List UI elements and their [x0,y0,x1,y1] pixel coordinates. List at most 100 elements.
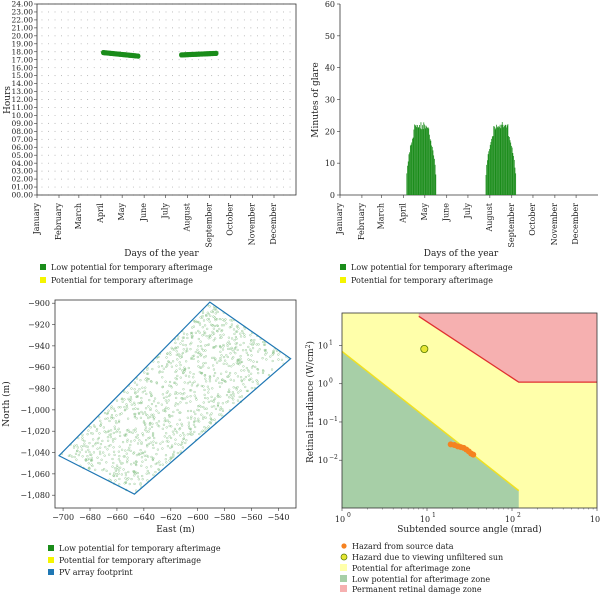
glare-point [214,344,218,348]
grid-dot [159,75,160,77]
grid-dot [139,154,141,156]
x-tick-label: −560 [241,513,263,522]
glare-point [181,432,185,435]
glare-point [157,411,160,414]
grid-dot [67,27,69,29]
glare-bar [510,142,512,195]
glare-point [133,439,136,442]
grid-dot [48,138,49,140]
glare-point [239,389,242,392]
glare-point [242,341,245,345]
glare-point [139,452,142,455]
grid-dot [256,75,258,77]
grid-dot [113,11,115,13]
glare-point [135,377,139,380]
grid-dot [172,67,173,69]
glare-point [111,457,114,461]
grid-dot [270,107,271,108]
grid-dot [237,178,239,180]
grid-dot [61,114,63,116]
grid-dot [152,27,154,29]
grid-dot [243,83,245,85]
grid-dot [224,130,226,132]
y-tick-exponent: 1 [329,340,333,347]
glare-bar [434,158,435,195]
grid-dot [159,67,160,69]
glare-bar [496,124,497,195]
glare-point [119,466,122,469]
grid-dot [119,138,121,140]
grid-dot [126,138,128,140]
grid-dot [191,91,193,92]
grid-dot [191,170,193,172]
glare-point [160,364,164,368]
glare-point [148,427,151,430]
grid-dot [198,83,200,85]
glare-point [177,403,180,406]
glare-point [250,372,253,375]
glare-point [123,455,126,458]
glare-bar [486,164,488,195]
glare-point [143,423,147,427]
glare-point [230,396,233,399]
grid-dot [283,178,284,180]
grid-dot [283,170,284,172]
glare-point [81,433,84,436]
glare-point [181,397,184,401]
y-tick-label: 12.00 [12,95,34,104]
grid-dot [113,19,115,21]
grid-dot [237,107,239,108]
grid-dot [230,59,232,61]
glare-point [228,390,231,394]
glare-point [114,437,117,440]
grid-dot [263,75,265,77]
y-tick-label: 16.00 [12,63,34,72]
grid-dot [152,146,154,148]
glare-point [179,376,182,379]
y-tick-label: 13.00 [12,87,34,96]
glare-point [92,451,96,454]
glare-point [245,366,249,370]
glare-bar [497,127,499,195]
grid-dot [172,83,173,85]
grid-dot [67,130,69,132]
grid-dot [185,83,187,85]
glare-point [176,451,179,455]
glare-bar [412,138,413,195]
glare-point [194,412,197,416]
glare-point [189,389,192,392]
grid-dot [41,178,43,180]
y-tick-label: −1,060 [20,470,50,479]
grid-dot [48,154,49,156]
grid-dot [224,138,226,140]
glare-point [166,445,170,448]
grid-dot [100,91,102,92]
grid-dot [198,154,200,156]
grid-dot [159,146,160,148]
grid-dot [243,35,245,37]
glare-point [209,422,213,425]
glare-point [175,347,178,350]
grid-dot [119,170,121,172]
glare-point [117,427,120,430]
grid-dot [276,107,278,108]
glare-point [132,470,135,473]
grid-dot [119,154,121,156]
grid-dot [119,122,121,124]
grid-dot [217,75,219,77]
glare-point [172,454,175,457]
grid-dot [270,51,271,53]
grid-dot [100,51,102,53]
x-tick-exponent: 1 [432,512,436,519]
glare-point [168,394,171,398]
grid-dot [41,51,43,53]
grid-dot [289,130,291,132]
grid-dot [230,51,232,53]
glare-point [239,376,243,379]
grid-dot [198,75,200,77]
grid-dot [185,75,187,77]
grid-dot [106,186,108,188]
grid-dot [230,75,232,77]
glare-bar [420,122,422,195]
grid-dot [204,130,206,132]
